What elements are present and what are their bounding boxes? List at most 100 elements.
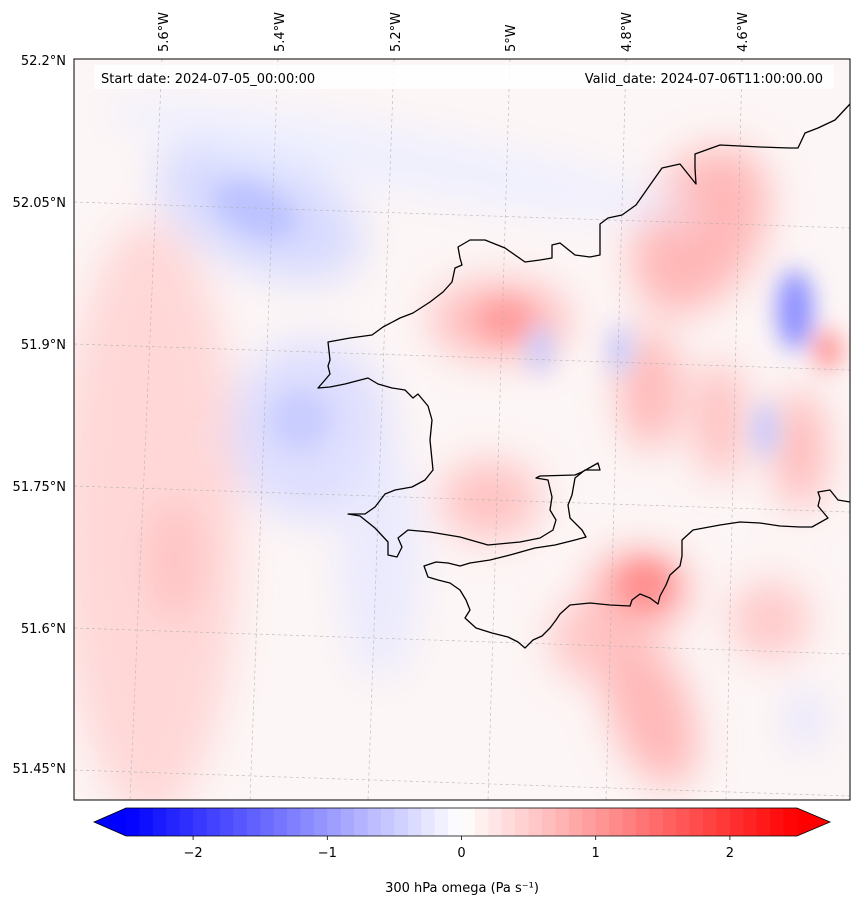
field-pos-west-core	[150, 500, 200, 620]
colorbar-step	[206, 808, 221, 836]
colorbar-step	[434, 808, 449, 836]
colorbar-step	[488, 808, 503, 836]
colorbar-step	[152, 808, 167, 836]
colorbar-step	[246, 808, 261, 836]
lon-label-5.4W: 5.4°W	[273, 12, 288, 52]
map-frame	[73, 58, 851, 801]
lat-label-52.2N: 52.2°N	[21, 54, 66, 69]
field-pos-s2	[603, 633, 697, 787]
colorbar-step	[622, 808, 637, 836]
colorbar-step	[649, 808, 664, 836]
colorbar-step	[340, 808, 355, 836]
colorbar-step	[729, 808, 744, 836]
colorbar-step	[367, 808, 382, 836]
map-panel	[74, 59, 850, 800]
field-pos-e1	[620, 330, 680, 450]
colorbar-step	[179, 808, 194, 836]
header-background	[94, 65, 834, 89]
omega-field	[74, 100, 825, 800]
lat-label-51.6N: 51.6°N	[21, 622, 66, 637]
field-pos-e-core	[814, 330, 842, 370]
colorbar-step	[528, 808, 543, 836]
field-neg-top-band	[104, 100, 696, 220]
colorbar-extend-high	[797, 808, 830, 836]
field-pos-ne	[631, 146, 769, 314]
colorbar-tick-label: −1	[318, 846, 337, 861]
colorbar-step	[219, 808, 234, 836]
valid-date-label: Valid_date: 2024-07-06T11:00:00.00	[585, 72, 823, 87]
colorbar-step	[313, 808, 328, 836]
colorbar-step	[542, 808, 557, 836]
colorbar-step	[327, 808, 342, 836]
field-pos-e2	[695, 360, 745, 480]
field-neg-small2	[608, 325, 632, 375]
colorbar-step	[595, 808, 610, 836]
colorbar-step	[662, 808, 677, 836]
colorbar-step	[448, 808, 463, 836]
colorbar-step	[273, 808, 288, 836]
field-neg-s	[790, 690, 820, 750]
colorbar-step	[515, 808, 530, 836]
lon-label-5.0W: 5°W	[504, 24, 519, 52]
lon-label-5.6W: 5.6°W	[157, 12, 172, 52]
lon-label-4.6W: 4.6°W	[736, 12, 751, 52]
colorbar-tick-label: 2	[726, 846, 734, 861]
colorbar-steps	[126, 808, 798, 836]
colorbar-outline	[93, 807, 832, 837]
field-pos-west-band	[74, 220, 240, 800]
lat-labels: 52.2°N 52.05°N 51.9°N 51.75°N 51.6°N 51.…	[13, 54, 66, 777]
colorbar-step	[743, 808, 758, 836]
field-neg-e-core	[777, 270, 813, 350]
colorbar-step	[421, 808, 436, 836]
colorbar-step	[783, 808, 798, 836]
lat-label-51.45N: 51.45°N	[13, 762, 66, 777]
start-date-label: Start date: 2024-07-05_00:00:00	[101, 72, 315, 87]
colorbar-step	[380, 808, 395, 836]
colorbar-step	[354, 808, 369, 836]
gridline-lon-5.6	[129, 59, 163, 800]
field-neg-center-core	[270, 390, 330, 450]
field-neg-strip	[340, 440, 420, 680]
colorbar-step	[770, 808, 785, 836]
colorbar: −2 −1 0 1 2 300 hPa omega (Pa s⁻¹)	[93, 807, 832, 896]
colorbar-label: 300 hPa omega (Pa s⁻¹)	[385, 881, 539, 896]
colorbar-step	[635, 808, 650, 836]
colorbar-tick-label: 1	[592, 846, 600, 861]
coastline	[317, 103, 850, 649]
colorbar-step	[501, 808, 516, 836]
lat-label-51.75N: 51.75°N	[13, 480, 66, 495]
colorbar-step	[126, 808, 141, 836]
colorbar-step	[609, 808, 624, 836]
colorbar-step	[555, 808, 570, 836]
colorbar-step	[689, 808, 704, 836]
colorbar-step	[300, 808, 315, 836]
colorbar-step	[260, 808, 275, 836]
colorbar-ticks: −2 −1 0 1 2	[184, 836, 734, 861]
lat-label-51.9N: 51.9°N	[21, 338, 66, 353]
colorbar-step	[474, 808, 489, 836]
lon-label-4.8W: 4.8°W	[620, 12, 635, 52]
colorbar-step	[193, 808, 208, 836]
coastline-north	[317, 103, 850, 649]
field-pos-s1-core	[620, 563, 670, 607]
field-neg-small1	[528, 325, 552, 375]
lon-labels: 5.6°W 5.4°W 5.2°W 5°W 4.8°W 4.6°W	[157, 12, 751, 52]
colorbar-step	[287, 808, 302, 836]
field-pos-coast-core	[477, 300, 533, 340]
colorbar-step	[166, 808, 181, 836]
colorbar-step	[568, 808, 583, 836]
colorbar-extend-low	[94, 808, 126, 836]
colorbar-step	[582, 808, 597, 836]
colorbar-tick-label: 0	[457, 846, 465, 861]
field-neg-small3	[753, 402, 777, 458]
lon-label-5.2W: 5.2°W	[389, 12, 404, 52]
colorbar-step	[139, 808, 154, 836]
field-pos-e3	[775, 390, 825, 510]
colorbar-step	[756, 808, 771, 836]
colorbar-tick-label: −2	[184, 846, 203, 861]
colorbar-step	[716, 808, 731, 836]
lat-label-52.05N: 52.05°N	[13, 196, 66, 211]
colorbar-step	[703, 808, 718, 836]
gridlines	[74, 59, 850, 800]
